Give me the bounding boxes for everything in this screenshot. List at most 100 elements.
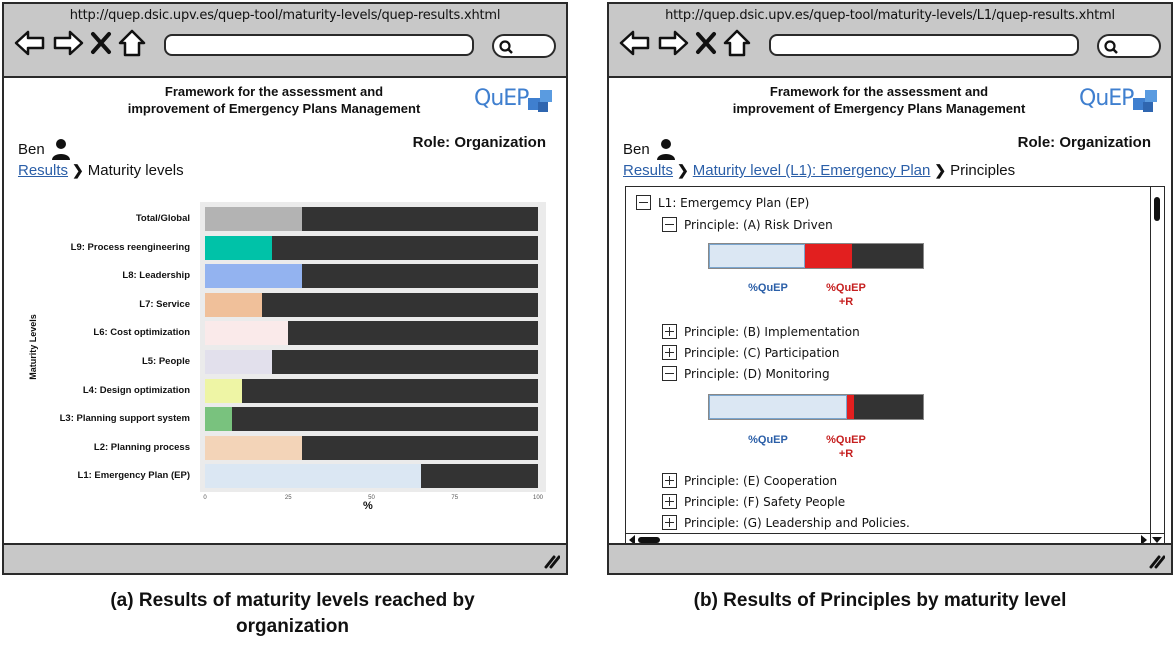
resize-grip-icon[interactable] bbox=[542, 553, 560, 569]
chart-category-label: Total/Global bbox=[135, 213, 190, 224]
forward-arrow-icon[interactable] bbox=[657, 29, 689, 57]
search-field[interactable] bbox=[1097, 34, 1161, 58]
expand-icon[interactable] bbox=[662, 515, 677, 530]
scroll-right-arrow-icon[interactable] bbox=[1139, 534, 1149, 546]
tree-node-principle-d[interactable]: Principle: (D) Monitoring bbox=[662, 366, 830, 381]
scroll-left-arrow-icon[interactable] bbox=[627, 534, 637, 546]
tree-node-label: Principle: (E) Cooperation bbox=[684, 473, 838, 488]
app-title: Framework for the assessment and improve… bbox=[64, 83, 484, 117]
breadcrumb-current: Maturity levels bbox=[87, 162, 184, 179]
url-text: http://quep.dsic.upv.es/quep-tool/maturi… bbox=[69, 8, 501, 23]
legend-quep-r: %QuEP +R bbox=[816, 433, 876, 461]
tree-node-principle-b[interactable]: Principle: (B) Implementation bbox=[662, 324, 860, 339]
vertical-scrollbar[interactable] bbox=[1150, 187, 1164, 533]
search-icon bbox=[499, 40, 513, 54]
app-title-line2: improvement of Emergency Plans Managemen… bbox=[127, 101, 421, 116]
chart-bar-remainder bbox=[205, 321, 538, 346]
logo-text: QuEP bbox=[1079, 86, 1134, 111]
maturity-levels-chart: Maturity Levels % Total/Global L9: Proces… bbox=[28, 202, 550, 516]
chart-category-label: L6: Cost optimization bbox=[93, 327, 190, 339]
breadcrumb-results-link[interactable]: Results bbox=[623, 162, 674, 179]
tree-node-root[interactable]: L1: Emergemcy Plan (EP) bbox=[636, 195, 809, 210]
home-icon[interactable] bbox=[723, 29, 751, 57]
search-field[interactable] bbox=[492, 34, 556, 58]
back-arrow-icon[interactable] bbox=[14, 29, 46, 57]
home-icon[interactable] bbox=[118, 29, 146, 57]
collapse-icon[interactable] bbox=[662, 217, 677, 232]
browser-toolbar: http://quep.dsic.upv.es/quep-tool/maturi… bbox=[609, 4, 1171, 78]
app-title-line1: Framework for the assessment and bbox=[769, 84, 989, 99]
principle-a-result-bar bbox=[708, 243, 924, 269]
caption-a: (a) Results of maturity levels reached b… bbox=[40, 588, 545, 640]
chevron-right-icon: ❯ bbox=[677, 162, 689, 178]
caption-b: (b) Results of Principles by maturity le… bbox=[693, 590, 1067, 611]
logo-text: QuEP bbox=[474, 86, 529, 111]
scroll-thumb[interactable] bbox=[1154, 197, 1160, 221]
chart-bar-remainder bbox=[205, 350, 538, 374]
back-arrow-icon[interactable] bbox=[619, 29, 651, 57]
chart-bar bbox=[205, 464, 422, 489]
address-bar-input[interactable] bbox=[164, 34, 474, 56]
tree-node-label: Principle: (D) Monitoring bbox=[684, 366, 830, 381]
user-info: Ben bbox=[623, 138, 676, 160]
nav-buttons bbox=[14, 28, 146, 58]
expand-icon[interactable] bbox=[662, 345, 677, 360]
scroll-down-arrow-icon[interactable] bbox=[1151, 535, 1163, 545]
quep-r-segment bbox=[804, 244, 852, 268]
breadcrumb-maturity-level-link[interactable]: Maturity level (L1): Emergency Plan bbox=[692, 162, 931, 179]
breadcrumb-results-link[interactable]: Results bbox=[18, 162, 69, 179]
collapse-icon[interactable] bbox=[662, 366, 677, 381]
address-bar-input[interactable] bbox=[769, 34, 1079, 56]
tree-node-label: Principle: (A) Risk Driven bbox=[684, 217, 833, 232]
expand-icon[interactable] bbox=[662, 324, 677, 339]
chart-bar bbox=[205, 321, 289, 346]
close-icon[interactable] bbox=[695, 31, 717, 55]
chart-x-tick-label: 100 bbox=[532, 495, 544, 501]
quep-logo: QuEP bbox=[474, 84, 554, 118]
app-title-line2: improvement of Emergency Plans Managemen… bbox=[732, 101, 1026, 116]
chart-category-label: L5: People bbox=[141, 356, 190, 367]
chart-bar-remainder bbox=[205, 292, 538, 317]
chart-category-label: L4: Design optimization bbox=[82, 384, 190, 396]
forward-arrow-icon[interactable] bbox=[52, 29, 84, 57]
quep-segment bbox=[709, 395, 848, 419]
quep-logo: QuEP bbox=[1079, 84, 1159, 118]
expand-icon[interactable] bbox=[662, 473, 677, 488]
role-label: Role: Organization bbox=[412, 134, 546, 151]
legend-quep-r-line2: +R bbox=[838, 296, 854, 308]
browser-window-maturity-levels: http://quep.dsic.upv.es/quep-tool/maturi… bbox=[2, 2, 568, 575]
chart-bar-remainder bbox=[205, 435, 538, 460]
chart-bar bbox=[205, 378, 242, 403]
chart-bar bbox=[205, 207, 302, 231]
quep-segment bbox=[709, 244, 805, 268]
tree-node-label: Principle: (G) Leadership and Policies. bbox=[684, 515, 910, 530]
breadcrumb-current: Principles bbox=[950, 162, 1016, 179]
tree-node-principle-f[interactable]: Principle: (F) Safety People bbox=[662, 494, 845, 509]
chart-bar bbox=[205, 435, 302, 460]
chart-x-tick-label: 0 bbox=[203, 495, 207, 501]
tree-node-principle-g[interactable]: Principle: (G) Leadership and Policies. bbox=[662, 515, 910, 530]
principle-d-result-bar bbox=[708, 394, 924, 420]
breadcrumb: Results ❯ Maturity levels bbox=[18, 162, 184, 179]
tree-node-principle-c[interactable]: Principle: (C) Participation bbox=[662, 345, 840, 360]
chart-bar-remainder bbox=[205, 407, 538, 432]
chart-bar bbox=[205, 350, 272, 374]
chart-x-axis-label: % bbox=[363, 500, 373, 512]
legend-quep-r-line1: %QuEP bbox=[826, 434, 866, 446]
scroll-thumb[interactable] bbox=[638, 537, 660, 543]
url-text: http://quep.dsic.upv.es/quep-tool/maturi… bbox=[665, 8, 1115, 23]
close-icon[interactable] bbox=[90, 31, 112, 55]
tree-node-principle-e[interactable]: Principle: (E) Cooperation bbox=[662, 473, 837, 488]
chart-bar-remainder bbox=[205, 264, 538, 289]
tree-node-principle-a[interactable]: Principle: (A) Risk Driven bbox=[662, 217, 833, 232]
expand-icon[interactable] bbox=[662, 494, 677, 509]
tree-node-label: L1: Emergemcy Plan (EP) bbox=[658, 195, 810, 210]
chart-x-tick-label: 25 bbox=[284, 495, 292, 501]
resize-grip-icon[interactable] bbox=[1147, 553, 1165, 569]
legend-quep: %QuEP bbox=[748, 434, 788, 446]
legend-quep-r-line2: +R bbox=[838, 448, 854, 460]
chart-category-label: L3: Planning support system bbox=[59, 413, 190, 425]
role-label: Role: Organization bbox=[1017, 134, 1151, 151]
collapse-icon[interactable] bbox=[636, 195, 651, 210]
chart-bar-remainder bbox=[205, 235, 538, 260]
